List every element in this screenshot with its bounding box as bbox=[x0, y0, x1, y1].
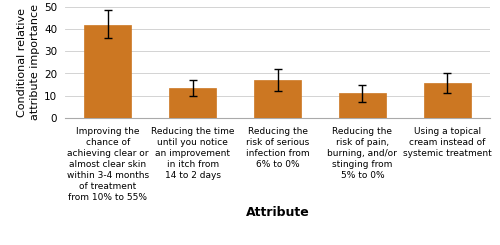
Bar bbox=[424, 83, 470, 118]
Bar bbox=[254, 80, 301, 118]
Bar bbox=[339, 93, 386, 118]
Bar bbox=[84, 24, 131, 118]
Bar bbox=[169, 88, 216, 118]
X-axis label: Attribute: Attribute bbox=[246, 206, 310, 219]
Y-axis label: Conditional relative
attribute importance: Conditional relative attribute importanc… bbox=[17, 4, 40, 121]
